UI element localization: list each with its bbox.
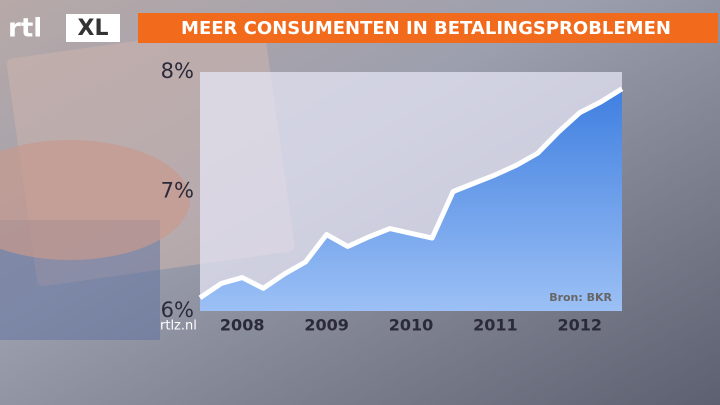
x-tick-label: 2012	[558, 316, 603, 335]
hand	[0, 140, 190, 260]
chart-title: MEER CONSUMENTEN IN BETALINGSPROBLEMEN	[181, 18, 671, 39]
x-tick-label: 2010	[389, 316, 434, 335]
y-tick-label: 8%	[161, 59, 194, 83]
x-tick-label: 2011	[473, 316, 518, 335]
y-tick-label: 6%	[161, 298, 194, 322]
logo-rtl: rtl	[8, 14, 42, 44]
logo-box	[66, 14, 120, 42]
x-tick-label: 2009	[304, 316, 349, 335]
logo-xl: XL	[78, 16, 109, 41]
source: Bron: BKR	[549, 291, 612, 304]
line	[198, 86, 624, 300]
area	[200, 88, 622, 311]
x-tick-label: 2008	[220, 316, 265, 335]
title-bar	[138, 13, 718, 43]
website: rtlz.nl	[160, 319, 197, 334]
y-tick-label: 7%	[161, 179, 194, 203]
